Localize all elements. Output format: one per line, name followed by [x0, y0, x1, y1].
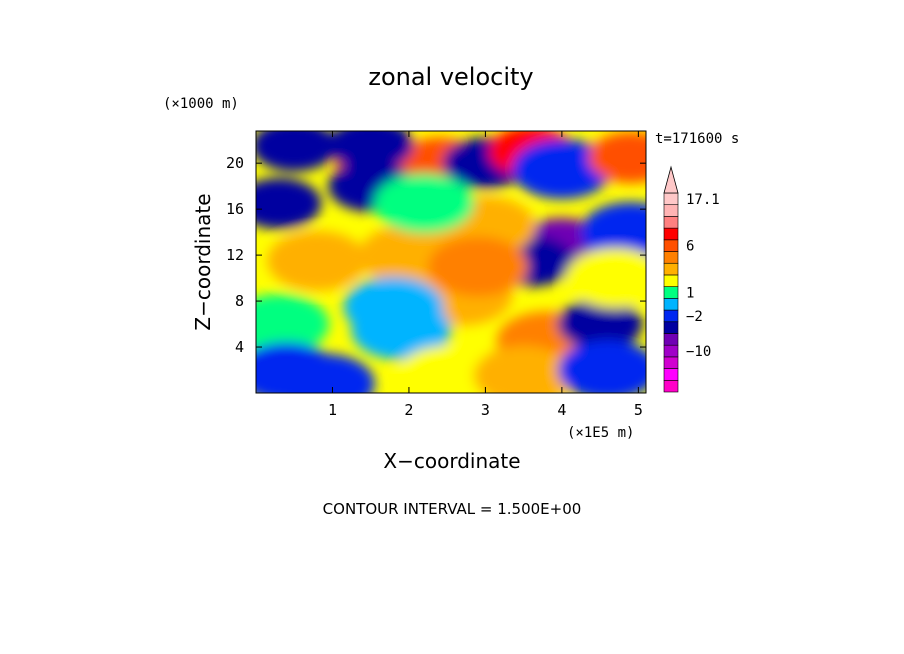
field-blob	[328, 131, 414, 171]
chart-title: zonal velocity	[368, 63, 533, 91]
x-axis-label: X−coordinate	[383, 449, 520, 473]
colorbar-swatch	[663, 298, 679, 311]
colorbar-label: −2	[686, 309, 703, 325]
field-blob	[511, 138, 612, 199]
x-axis-unit: (×1E5 m)	[567, 425, 634, 441]
colorbar-arrow	[663, 165, 679, 194]
colorbar-swatch	[663, 216, 679, 229]
field-blob	[588, 131, 646, 183]
colorbar-swatch	[663, 239, 679, 252]
field-blob	[473, 345, 574, 393]
colorbar-label: 6	[686, 239, 694, 255]
x-axis-ticks: 1 2 3 4 5	[328, 131, 643, 419]
y-tick-label: 20	[226, 154, 244, 172]
field-blob	[256, 294, 329, 355]
velocity-field	[256, 131, 646, 393]
contour-interval-note: CONTOUR INTERVAL = 1.500E+00	[323, 500, 582, 518]
colorbar-swatch	[663, 227, 679, 241]
colorbar-swatch	[663, 344, 679, 358]
x-tick-label: 3	[481, 401, 490, 419]
colorbar-swatch	[663, 204, 679, 217]
field-blob	[565, 248, 646, 309]
colorbar-swatch	[663, 286, 679, 299]
y-tick-label: 4	[235, 338, 244, 356]
field-blob	[267, 230, 368, 291]
field-blob	[256, 342, 337, 393]
colorbar-swatch	[663, 251, 679, 264]
y-tick-label: 8	[235, 292, 244, 310]
x-tick-label: 1	[328, 401, 337, 419]
colorbar-label: 17.1	[686, 192, 720, 208]
y-axis-label: Z−coordinate	[191, 193, 215, 330]
colorbar-label: 1	[686, 286, 694, 302]
y-tick-label: 16	[226, 200, 244, 218]
x-tick-label: 5	[634, 401, 643, 419]
plot-area	[256, 131, 646, 393]
field-blob	[580, 202, 646, 263]
field-blob	[397, 345, 498, 393]
colorbar-swatch	[663, 333, 679, 346]
field-blob	[256, 131, 337, 172]
y-tick-label: 12	[226, 246, 244, 264]
x-tick-label: 2	[404, 401, 413, 419]
field-blob	[427, 236, 528, 297]
time-label: t=171600 s	[655, 131, 739, 147]
plot-frame	[255, 130, 647, 394]
colorbar-swatch	[663, 379, 679, 393]
colorbar-swatch	[663, 368, 679, 381]
colorbar-swatch	[663, 274, 679, 287]
colorbar-label: −10	[686, 344, 711, 360]
colorbar-swatch	[663, 192, 679, 206]
y-axis-ticks: 4 8 12 16 20	[226, 154, 646, 356]
colorbar-swatch	[663, 309, 679, 323]
x-tick-label: 4	[557, 401, 566, 419]
field-blob	[557, 298, 643, 350]
y-axis-unit: (×1000 m)	[163, 96, 239, 112]
field-blob	[374, 173, 475, 234]
field-blob	[557, 340, 646, 393]
colorbar-swatch	[663, 321, 679, 334]
colorbar: 17.1 6 1 −2 −10	[663, 165, 720, 393]
colorbar-swatch	[663, 262, 679, 276]
field-blob	[351, 299, 452, 360]
field-blob	[256, 177, 322, 229]
colorbar-swatch	[663, 356, 679, 369]
